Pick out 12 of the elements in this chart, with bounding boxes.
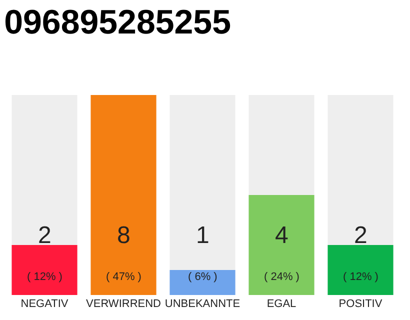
data-label: 4 ( 24% ) [264, 222, 300, 283]
chart-title: 096895285255 [4, 3, 232, 42]
bar [170, 270, 236, 295]
data-label: 2 ( 12% ) [343, 222, 378, 283]
x-tick-label: POSITIV [338, 298, 383, 310]
x-tick-label: NEGATIV [20, 298, 69, 310]
x-tick-label: VERWIRREND [86, 298, 162, 310]
data-label: 1 ( 6% ) [188, 222, 218, 283]
x-tick-label: UNBEKANNTE [164, 298, 240, 310]
data-label: 2 ( 12% ) [27, 222, 62, 283]
x-tick-label: EGAL [266, 298, 296, 310]
data-label: 8 ( 47% ) [106, 222, 142, 283]
